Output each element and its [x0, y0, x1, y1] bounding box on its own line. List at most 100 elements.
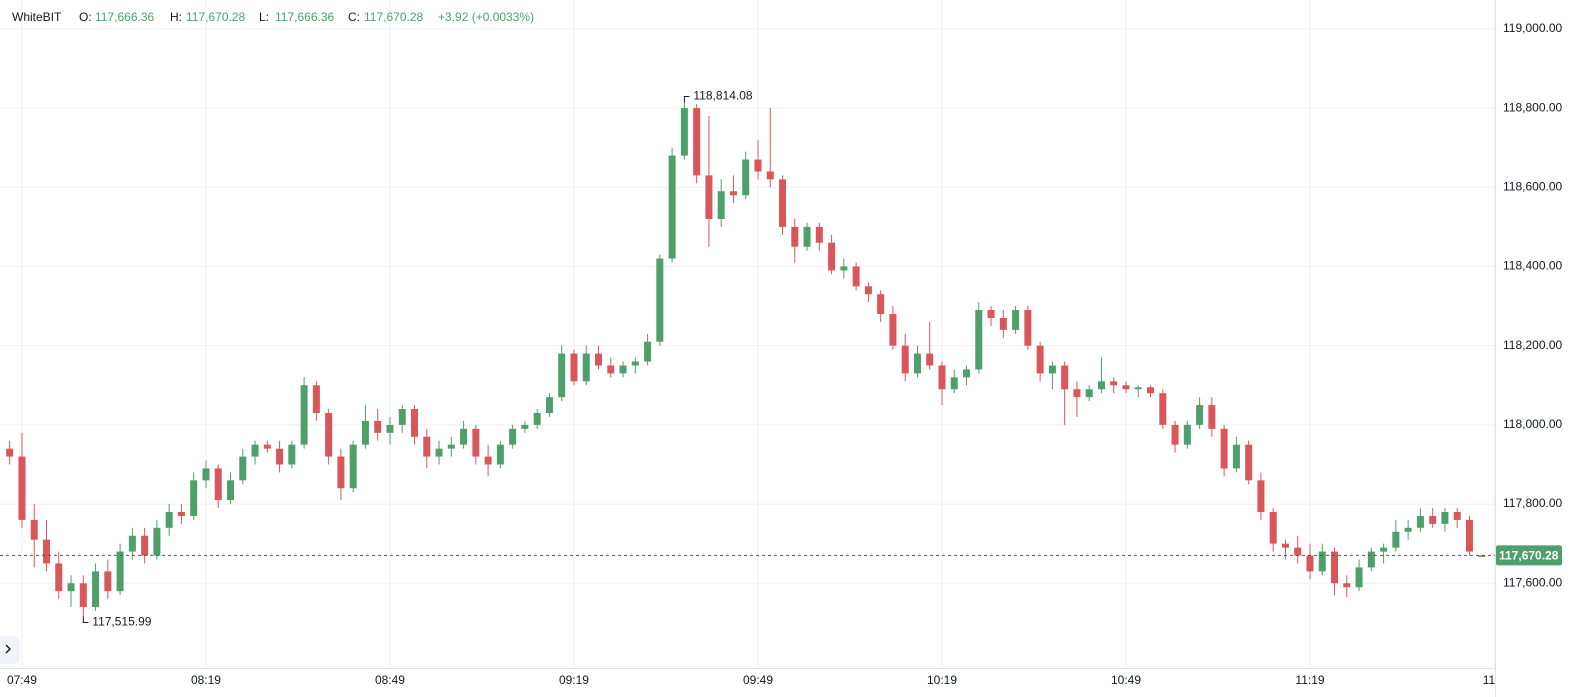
candle-body: [104, 571, 112, 592]
candle-body: [1355, 567, 1363, 588]
candle-body: [1367, 551, 1375, 568]
candle-body: [18, 456, 26, 520]
candle-body: [570, 353, 578, 382]
candle-body: [1318, 551, 1326, 572]
candles: 118,814.08 117,515.99: [0, 89, 1495, 629]
last-price-label: 117,670.28: [1499, 549, 1559, 563]
candle-body: [901, 345, 909, 374]
candle-body: [398, 409, 406, 425]
y-tick-label: 118,600.00: [1503, 179, 1562, 193]
candle-body: [30, 519, 38, 540]
candle-body: [1061, 365, 1069, 390]
scroll-button[interactable]: [0, 636, 20, 664]
candle-body: [202, 468, 210, 481]
candle-body: [779, 179, 787, 227]
candle-body: [975, 310, 983, 370]
candle-body: [1306, 555, 1314, 572]
y-tick-label: 119,000.00: [1503, 21, 1562, 35]
candle-body: [999, 317, 1007, 330]
candle-body: [1269, 511, 1277, 544]
candle-body: [374, 420, 382, 433]
candle-body: [1183, 424, 1191, 445]
candle-body: [1208, 405, 1216, 429]
legend-change: +3.92 (+0.0033%): [438, 10, 534, 24]
candle-body: [1097, 381, 1105, 390]
candle-body: [680, 108, 688, 156]
candle-body: [128, 535, 136, 552]
x-tick-label: 08:49: [375, 673, 405, 687]
candle-body: [447, 444, 455, 449]
candle-body: [1257, 480, 1265, 512]
candle-body: [435, 448, 443, 457]
y-tick-label: 117,800.00: [1503, 496, 1562, 510]
candle-body: [1245, 444, 1253, 481]
legend-value: 117,670.28: [364, 10, 423, 24]
candle-body: [1380, 547, 1388, 552]
candle-body: [43, 539, 51, 564]
legend-value: 117,666.36: [275, 10, 334, 24]
candle-body: [1073, 389, 1081, 398]
annotation-label: 118,814.08: [693, 89, 752, 103]
candle-body: [668, 155, 676, 259]
candle-body: [656, 258, 664, 342]
legend-label: H:: [170, 10, 182, 24]
candle-body: [644, 341, 652, 362]
candle-body: [1416, 515, 1424, 528]
legend-value: 117,666.36: [95, 10, 154, 24]
candle-body: [558, 353, 566, 398]
x-tick-label: 10:19: [927, 673, 957, 687]
candle-body: [828, 242, 836, 271]
candle-body: [177, 511, 185, 516]
y-tick-label: 117,600.00: [1503, 575, 1562, 589]
x-tick-label: 09:49: [743, 673, 773, 687]
candle-body: [349, 444, 357, 489]
candle-body: [766, 171, 774, 180]
candle-body: [1196, 405, 1204, 425]
candle-body: [533, 412, 541, 425]
x-tick-label: 11:4: [1483, 673, 1506, 687]
candle-body: [1465, 519, 1473, 552]
x-tick-label: 08:19: [191, 673, 221, 687]
candle-body: [987, 310, 995, 318]
candle-body: [1159, 393, 1167, 425]
candle-body: [1478, 555, 1486, 557]
candle-body: [1134, 387, 1142, 390]
candle-body: [325, 412, 333, 457]
candle-body: [116, 551, 124, 592]
candle-body: [1331, 551, 1339, 584]
candle-body: [1294, 547, 1302, 556]
candle-body: [1122, 385, 1130, 390]
candle-body: [288, 444, 296, 465]
candle-body: [386, 424, 394, 433]
candle-body: [165, 511, 173, 528]
x-tick-label: 07:49: [7, 673, 37, 687]
candle-body: [950, 377, 958, 390]
candle-body: [227, 480, 235, 501]
candle-body: [791, 226, 799, 247]
y-tick-label: 118,000.00: [1503, 417, 1562, 431]
candle-body: [1147, 387, 1155, 394]
candle-body: [6, 448, 14, 457]
candle-body: [693, 108, 701, 176]
candle-body: [926, 353, 934, 366]
candle-body: [141, 535, 149, 556]
candle-body: [1404, 527, 1412, 532]
candle-body: [1012, 310, 1020, 330]
last-price-tag: [1496, 545, 1562, 566]
candle-body: [1392, 531, 1400, 548]
candle-body: [1110, 381, 1118, 386]
candle-body: [521, 424, 529, 429]
candle-body: [509, 428, 517, 445]
candle-body: [1232, 444, 1240, 469]
candle-body: [300, 385, 308, 445]
candle-body: [484, 456, 492, 465]
candle-body: [55, 563, 63, 592]
candle-body: [67, 583, 75, 592]
candle-body: [619, 365, 627, 374]
y-tick-label: 118,800.00: [1503, 100, 1562, 114]
candle-body: [153, 527, 161, 556]
symbol: WhiteBIT: [12, 10, 62, 24]
candle-body: [1171, 424, 1179, 445]
candle-body: [1036, 345, 1044, 374]
candle-body: [460, 428, 468, 445]
